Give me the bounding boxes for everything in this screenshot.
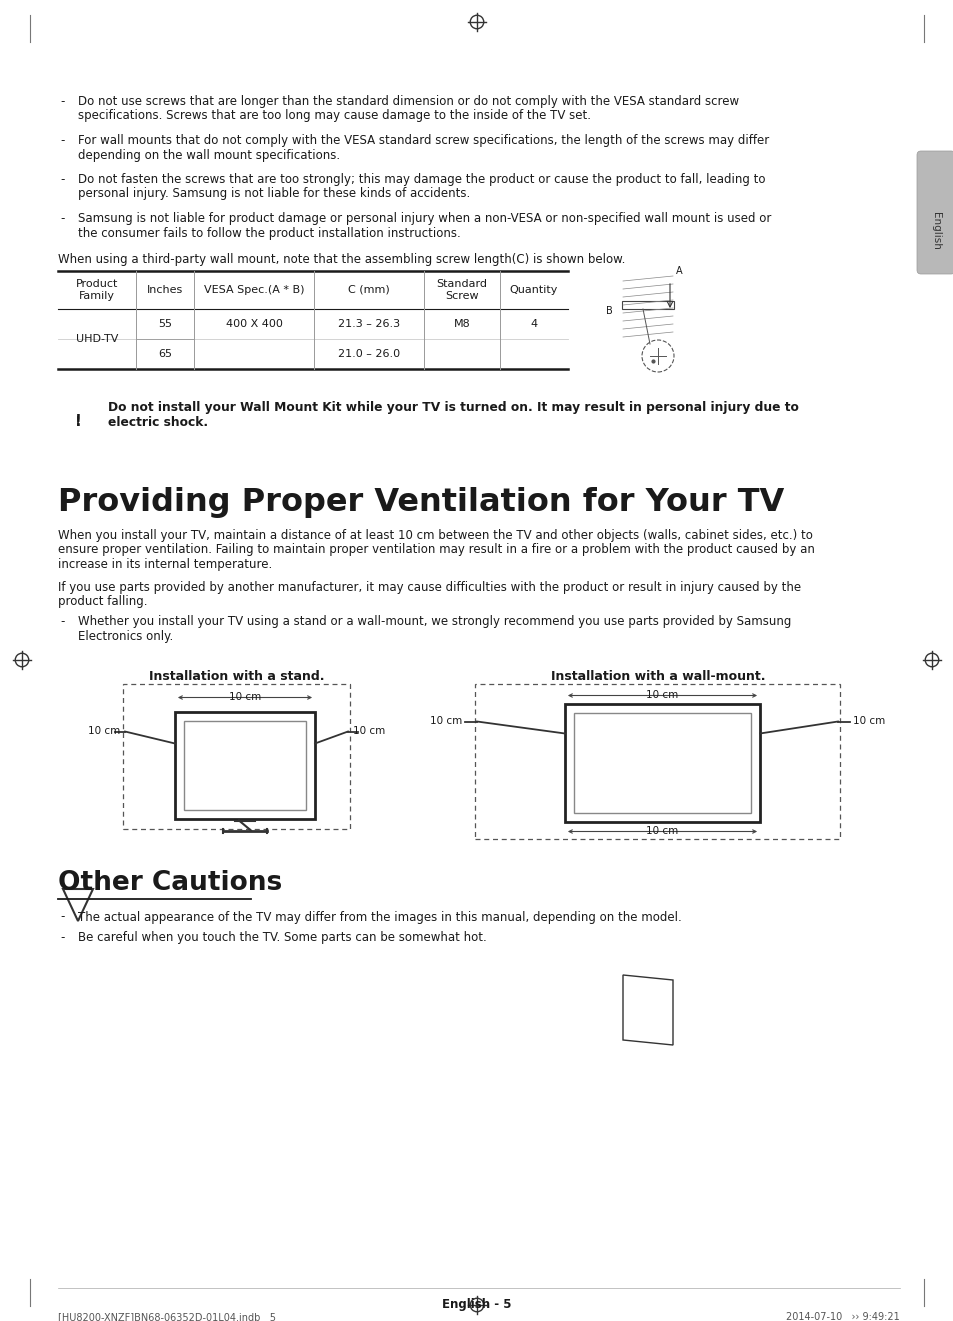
Text: Other Cautions: Other Cautions bbox=[58, 871, 282, 897]
Text: Inches: Inches bbox=[147, 285, 183, 295]
Text: Installation with a stand.: Installation with a stand. bbox=[149, 670, 324, 683]
Bar bbox=[564, 704, 760, 822]
Text: The actual appearance of the TV may differ from the images in this manual, depen: The actual appearance of the TV may diff… bbox=[78, 910, 681, 923]
Text: C (mm): C (mm) bbox=[348, 285, 390, 295]
Text: 55: 55 bbox=[158, 318, 172, 329]
Text: Whether you install your TV using a stand or a wall-mount, we strongly recommend: Whether you install your TV using a stan… bbox=[78, 616, 791, 629]
Text: English: English bbox=[930, 211, 940, 250]
Text: Be careful when you touch the TV. Some parts can be somewhat hot.: Be careful when you touch the TV. Some p… bbox=[78, 931, 486, 945]
Text: English - 5: English - 5 bbox=[442, 1299, 511, 1310]
Text: M8: M8 bbox=[453, 318, 470, 329]
Text: 400 X 400: 400 X 400 bbox=[225, 318, 282, 329]
Text: -: - bbox=[60, 173, 64, 186]
Text: -: - bbox=[60, 616, 64, 629]
Text: the consumer fails to follow the product installation instructions.: the consumer fails to follow the product… bbox=[78, 226, 460, 239]
Text: 10 cm: 10 cm bbox=[646, 691, 678, 700]
FancyBboxPatch shape bbox=[916, 151, 953, 273]
Bar bbox=[574, 712, 750, 812]
Text: Do not use screws that are longer than the standard dimension or do not comply w: Do not use screws that are longer than t… bbox=[78, 95, 739, 108]
Text: !: ! bbox=[74, 415, 81, 429]
Text: -: - bbox=[60, 95, 64, 108]
Text: 65: 65 bbox=[158, 349, 172, 359]
Text: Samsung is not liable for product damage or personal injury when a non-VESA or n: Samsung is not liable for product damage… bbox=[78, 211, 771, 225]
Text: Providing Proper Ventilation for Your TV: Providing Proper Ventilation for Your TV bbox=[58, 487, 783, 518]
Text: Standard
Screw: Standard Screw bbox=[436, 279, 487, 301]
Text: Electronics only.: Electronics only. bbox=[78, 630, 173, 643]
Text: If you use parts provided by another manufacturer, it may cause difficulties wit: If you use parts provided by another man… bbox=[58, 580, 801, 593]
Bar bbox=[621, 301, 673, 309]
Text: personal injury. Samsung is not liable for these kinds of accidents.: personal injury. Samsung is not liable f… bbox=[78, 188, 470, 201]
Text: UHD-TV: UHD-TV bbox=[75, 334, 118, 343]
Text: 10 cm: 10 cm bbox=[852, 716, 884, 727]
Bar bbox=[174, 712, 314, 819]
Text: -: - bbox=[60, 910, 64, 923]
Text: 21.3 – 26.3: 21.3 – 26.3 bbox=[337, 318, 399, 329]
Bar bbox=[184, 720, 306, 810]
Bar bbox=[475, 683, 840, 839]
Text: A: A bbox=[676, 266, 682, 276]
Text: electric shock.: electric shock. bbox=[108, 416, 208, 428]
Text: When using a third-party wall mount, note that the assembling screw length(C) is: When using a third-party wall mount, not… bbox=[58, 254, 625, 266]
Text: 10 cm: 10 cm bbox=[646, 826, 678, 835]
Text: -: - bbox=[60, 931, 64, 945]
Text: 10 cm: 10 cm bbox=[353, 727, 385, 737]
Text: Installation with a wall-mount.: Installation with a wall-mount. bbox=[550, 670, 764, 683]
Text: ensure proper ventilation. Failing to maintain proper ventilation may result in : ensure proper ventilation. Failing to ma… bbox=[58, 543, 814, 556]
Text: -: - bbox=[60, 211, 64, 225]
Text: -: - bbox=[60, 133, 64, 147]
Text: 10 cm: 10 cm bbox=[88, 727, 120, 737]
Text: 4: 4 bbox=[530, 318, 537, 329]
Bar bbox=[123, 683, 350, 828]
Text: Do not fasten the screws that are too strongly; this may damage the product or c: Do not fasten the screws that are too st… bbox=[78, 173, 764, 186]
Text: When you install your TV, maintain a distance of at least 10 cm between the TV a: When you install your TV, maintain a dis… bbox=[58, 528, 812, 542]
Text: [HU8200-XNZF]BN68-06352D-01L04.indb   5: [HU8200-XNZF]BN68-06352D-01L04.indb 5 bbox=[58, 1312, 275, 1321]
Text: increase in its internal temperature.: increase in its internal temperature. bbox=[58, 557, 272, 571]
Text: depending on the wall mount specifications.: depending on the wall mount specificatio… bbox=[78, 148, 340, 161]
Text: 10 cm: 10 cm bbox=[229, 692, 261, 703]
Text: 10 cm: 10 cm bbox=[429, 716, 461, 727]
Text: 21.0 – 26.0: 21.0 – 26.0 bbox=[337, 349, 399, 359]
Text: Product
Family: Product Family bbox=[75, 279, 118, 301]
Text: B: B bbox=[605, 306, 612, 316]
Text: product falling.: product falling. bbox=[58, 594, 148, 608]
Text: For wall mounts that do not comply with the VESA standard screw specifications, : For wall mounts that do not comply with … bbox=[78, 133, 768, 147]
Text: specifications. Screws that are too long may cause damage to the inside of the T: specifications. Screws that are too long… bbox=[78, 110, 590, 123]
Text: VESA Spec.(A * B): VESA Spec.(A * B) bbox=[204, 285, 304, 295]
Text: Do not install your Wall Mount Kit while your TV is turned on. It may result in : Do not install your Wall Mount Kit while… bbox=[108, 402, 798, 413]
Text: Quantity: Quantity bbox=[509, 285, 558, 295]
Text: 2014-07-10   ›› 9:49:21: 2014-07-10 ›› 9:49:21 bbox=[785, 1312, 899, 1321]
